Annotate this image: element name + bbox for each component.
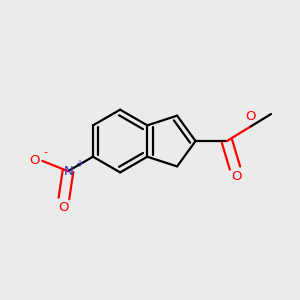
Text: -: - [44, 147, 48, 157]
Text: N: N [64, 165, 74, 178]
Text: O: O [246, 110, 256, 123]
Text: +: + [75, 159, 83, 169]
Text: O: O [231, 170, 242, 184]
Text: O: O [59, 201, 69, 214]
Text: O: O [29, 154, 40, 167]
